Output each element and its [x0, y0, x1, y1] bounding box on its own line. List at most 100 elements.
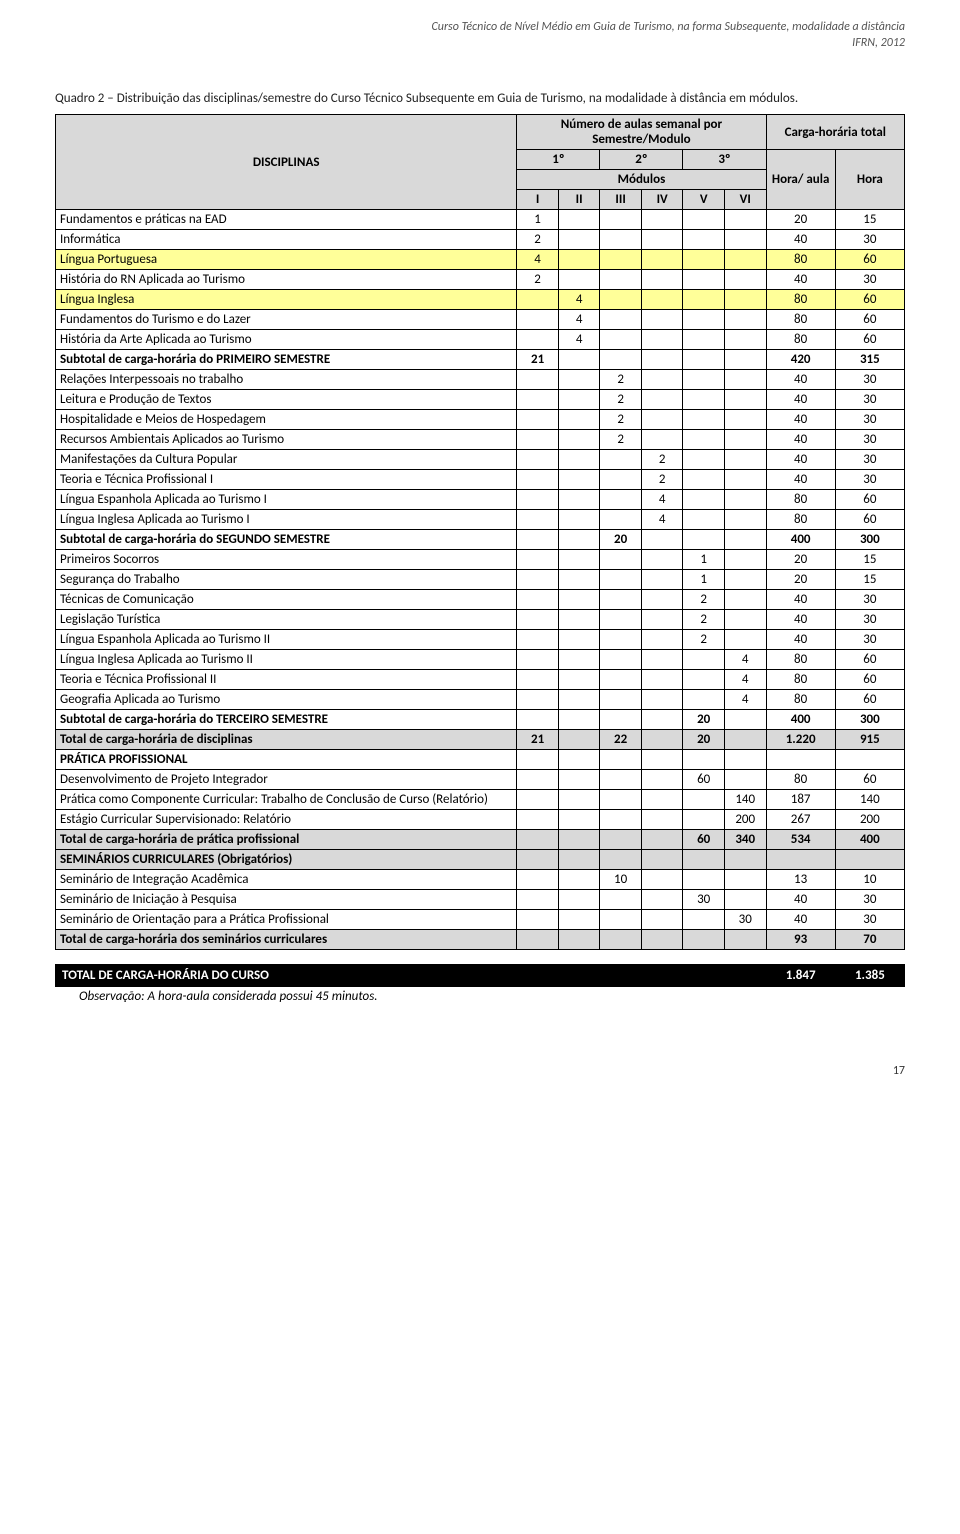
row-cell: 30	[835, 390, 904, 410]
row-label: Total de carga-horária de prática profis…	[56, 830, 517, 850]
observation: Observação: A hora-aula considerada poss…	[79, 989, 905, 1004]
row-cell: 80	[766, 770, 835, 790]
row-cell	[558, 670, 600, 690]
row-cell	[558, 490, 600, 510]
row-label: Seminário de Integração Acadêmica	[56, 870, 517, 890]
row-cell	[558, 530, 600, 550]
row-cell	[517, 770, 559, 790]
total-table: TOTAL DE CARGA-HORÁRIA DO CURSO 1.847 1.…	[55, 964, 905, 987]
row-cell	[517, 750, 559, 770]
table-row: Informática24030	[56, 230, 905, 250]
row-cell	[724, 450, 766, 470]
row-cell: 60	[835, 330, 904, 350]
row-cell: 20	[600, 530, 642, 550]
row-cell	[683, 930, 725, 950]
row-cell: 200	[724, 810, 766, 830]
row-cell: 2	[517, 230, 559, 250]
row-label: Seminário de Iniciação à Pesquisa	[56, 890, 517, 910]
row-cell	[683, 810, 725, 830]
row-cell	[517, 850, 559, 870]
table-row: Língua Inglesa48060	[56, 290, 905, 310]
row-cell	[517, 390, 559, 410]
row-label: Informática	[56, 230, 517, 250]
row-cell: 60	[683, 770, 725, 790]
row-cell	[558, 210, 600, 230]
table-row: Língua Espanhola Aplicada ao Turismo I48…	[56, 490, 905, 510]
row-cell: 30	[683, 890, 725, 910]
row-cell	[724, 390, 766, 410]
row-label: SEMINÁRIOS CURRICULARES (Obrigatórios)	[56, 850, 517, 870]
row-cell: 93	[766, 930, 835, 950]
row-cell	[558, 690, 600, 710]
th-m5: V	[683, 190, 725, 210]
row-cell	[641, 930, 683, 950]
row-cell	[517, 830, 559, 850]
row-cell	[724, 770, 766, 790]
row-cell	[600, 710, 642, 730]
row-cell	[558, 850, 600, 870]
row-cell: 187	[766, 790, 835, 810]
row-cell	[683, 870, 725, 890]
table-row: Primeiros Socorros12015	[56, 550, 905, 570]
row-label: Manifestações da Cultura Popular	[56, 450, 517, 470]
row-cell	[558, 590, 600, 610]
row-cell	[517, 610, 559, 630]
row-label: Teoria e Técnica Profissional II	[56, 670, 517, 690]
row-cell	[558, 750, 600, 770]
th-3: 3º	[683, 150, 766, 170]
table-row: Manifestações da Cultura Popular24030	[56, 450, 905, 470]
table-row: Língua Espanhola Aplicada ao Turismo II2…	[56, 630, 905, 650]
row-cell: 1.220	[766, 730, 835, 750]
row-cell	[683, 210, 725, 230]
row-cell	[558, 890, 600, 910]
row-cell: 4	[517, 250, 559, 270]
row-cell: 40	[766, 450, 835, 470]
th-1: 1º	[517, 150, 600, 170]
row-cell: 13	[766, 870, 835, 890]
row-label: Hospitalidade e Meios de Hospedagem	[56, 410, 517, 430]
row-cell	[517, 330, 559, 350]
row-cell	[600, 590, 642, 610]
row-cell	[724, 330, 766, 350]
row-cell	[558, 510, 600, 530]
row-cell	[641, 410, 683, 430]
row-cell	[641, 290, 683, 310]
table-row: Subtotal de carga-horária do PRIMEIRO SE…	[56, 350, 905, 370]
row-cell	[683, 530, 725, 550]
row-cell	[517, 490, 559, 510]
table-row: Hospitalidade e Meios de Hospedagem24030	[56, 410, 905, 430]
row-cell	[558, 270, 600, 290]
row-cell	[517, 450, 559, 470]
row-cell: 40	[766, 610, 835, 630]
row-cell: 40	[766, 910, 835, 930]
table-row: História da Arte Aplicada ao Turismo4806…	[56, 330, 905, 350]
row-cell: 2	[600, 410, 642, 430]
row-cell	[641, 830, 683, 850]
row-cell: 30	[835, 410, 904, 430]
row-cell	[683, 850, 725, 870]
th-2: 2º	[600, 150, 683, 170]
row-cell: 80	[766, 310, 835, 330]
row-cell: 30	[835, 890, 904, 910]
row-cell: 4	[724, 670, 766, 690]
row-cell	[558, 930, 600, 950]
row-cell: 40	[766, 390, 835, 410]
row-cell	[600, 350, 642, 370]
row-cell	[600, 630, 642, 650]
row-cell	[600, 770, 642, 790]
row-cell	[683, 350, 725, 370]
row-cell: 15	[835, 570, 904, 590]
row-label: Segurança do Trabalho	[56, 570, 517, 590]
table-head: DISCIPLINAS Número de aulas semanal por …	[56, 115, 905, 210]
total-hora-aula: 1.847	[766, 965, 835, 987]
row-cell	[600, 610, 642, 630]
row-cell: 40	[766, 370, 835, 390]
row-cell: 60	[835, 650, 904, 670]
row-cell	[724, 590, 766, 610]
row-cell	[683, 230, 725, 250]
row-cell	[835, 850, 904, 870]
row-label: Subtotal de carga-horária do TERCEIRO SE…	[56, 710, 517, 730]
row-cell	[558, 550, 600, 570]
row-cell	[641, 910, 683, 930]
row-cell	[641, 350, 683, 370]
